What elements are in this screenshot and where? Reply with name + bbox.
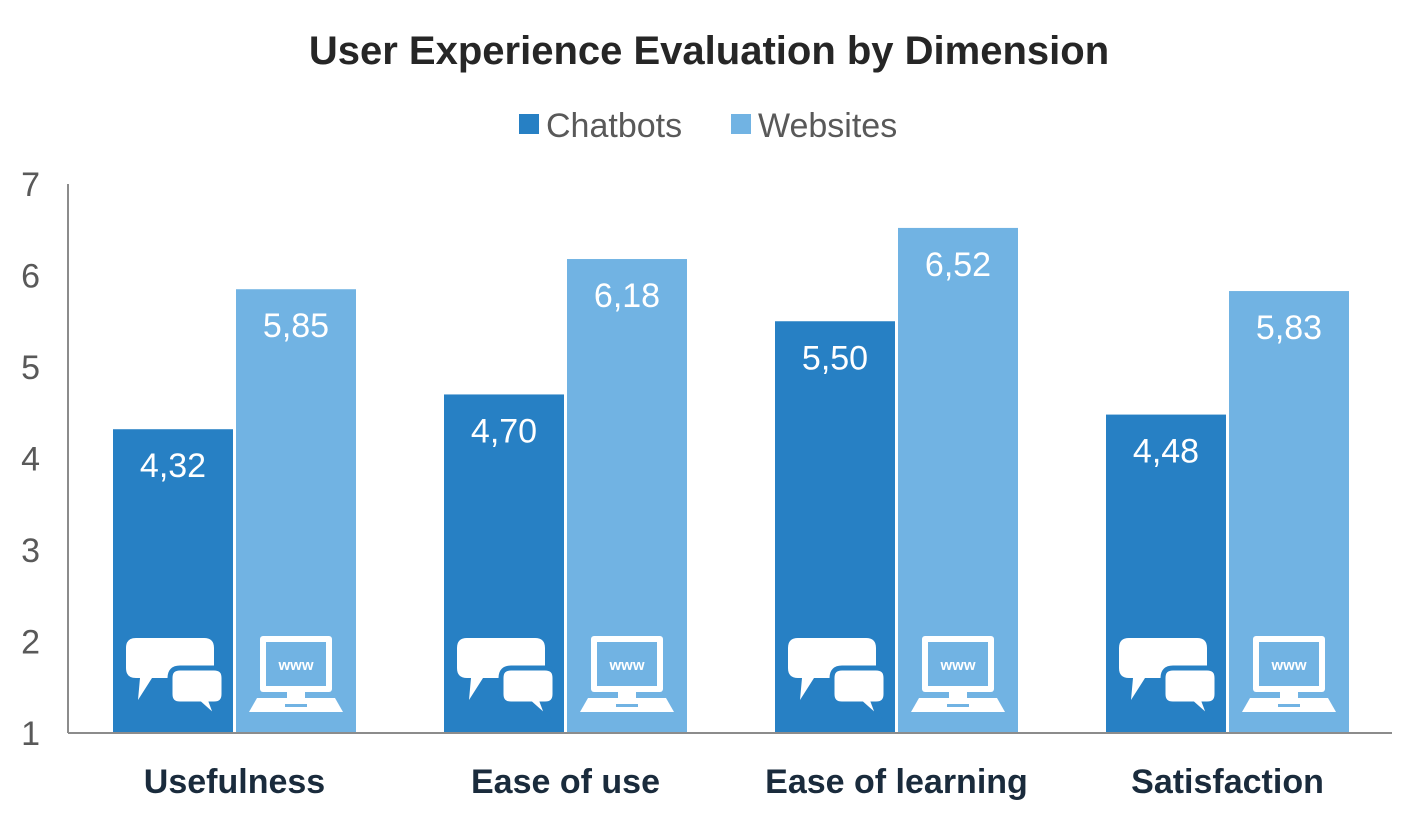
y-tick-label: 3: [21, 532, 40, 570]
www-label: www: [1270, 657, 1306, 674]
keyboard-slot: [1278, 704, 1300, 707]
monitor-stand: [949, 692, 967, 698]
computer-www-icon: www: [249, 636, 343, 712]
bar-value-label: 5,83: [1256, 309, 1322, 347]
monitor-screen: [597, 642, 657, 686]
legend-swatch-websites: [731, 114, 751, 134]
bar-group-websites-1: 6,18 www: [567, 259, 687, 733]
bar-group-websites-0: 5,85 www: [236, 289, 356, 733]
bar-value-label: 5,50: [802, 339, 868, 377]
bar-value-label: 4,70: [471, 412, 537, 450]
bar-group-chatbots-0: 4,32: [113, 429, 233, 733]
monitor-stand: [1280, 692, 1298, 698]
bar-group-chatbots-1: 4,70: [444, 394, 564, 733]
chat-bubble-front: [498, 665, 558, 722]
bar-value-label: 4,48: [1133, 433, 1199, 471]
x-tick-label: Ease of use: [471, 763, 660, 801]
chart-title: User Experience Evaluation by Dimension: [309, 29, 1109, 73]
legend-label-chatbots: Chatbots: [546, 107, 682, 145]
chat-bubble-back: [788, 638, 876, 700]
y-tick-label: 5: [21, 349, 40, 387]
legend-swatch-chatbots: [519, 114, 539, 134]
www-label: www: [939, 657, 975, 674]
chat-bubbles-icon: [788, 638, 889, 722]
y-tick-label: 7: [21, 166, 40, 204]
y-tick-label: 2: [21, 624, 40, 662]
bar-group-chatbots-2: 5,50: [775, 321, 895, 733]
keyboard-slot: [285, 704, 307, 707]
y-axis: 1 2 3 4 5 6 7: [21, 166, 69, 753]
bar-group-chatbots-3: 4,48: [1106, 414, 1226, 733]
bar-value-label: 5,85: [263, 307, 329, 345]
chat-bubbles-icon: [126, 638, 227, 722]
computer-www-icon: www: [580, 636, 674, 712]
chat-bubble-front: [829, 665, 889, 722]
x-tick-label: Satisfaction: [1131, 763, 1324, 801]
monitor-screen: [266, 642, 326, 686]
chat-bubble-back: [1119, 638, 1207, 700]
chat-bubbles-icon: [457, 638, 558, 722]
legend-label-websites: Websites: [758, 107, 897, 145]
x-axis: Usefulness Ease of use Ease of learning Sat…: [68, 732, 1392, 801]
monitor-screen: [1259, 642, 1319, 686]
chat-bubble-front: [1160, 665, 1220, 722]
bar-group-websites-3: 5,83 www: [1229, 291, 1349, 733]
computer-www-icon: www: [1242, 636, 1336, 712]
monitor-screen: [928, 642, 988, 686]
keyboard-slot: [616, 704, 638, 707]
y-tick-label: 1: [21, 715, 40, 753]
bar-value-label: 4,32: [140, 447, 206, 485]
chat-bubble-front: [167, 665, 227, 722]
legend: Chatbots Websites: [519, 107, 897, 145]
y-tick-label: 6: [21, 258, 40, 296]
y-tick-label: 4: [21, 441, 40, 479]
chat-bubble-back: [457, 638, 545, 700]
bar-value-label: 6,52: [925, 246, 991, 284]
bar-group-websites-2: 6,52 www: [898, 227, 1018, 734]
bar-value-label: 6,18: [594, 277, 660, 315]
keyboard-slot: [947, 704, 969, 707]
x-tick-label: Ease of learning: [765, 763, 1028, 801]
chat-bubble-back: [126, 638, 214, 700]
bars: 4,32 5,85 www 4,70 6,18 www 5,50 6,52 www 4,48 5,8…: [113, 227, 1349, 734]
computer-www-icon: www: [911, 636, 1005, 712]
chat-bubbles-icon: [1119, 638, 1220, 722]
monitor-stand: [618, 692, 636, 698]
x-tick-label: Usefulness: [144, 763, 325, 801]
monitor-stand: [287, 692, 305, 698]
www-label: www: [277, 657, 313, 674]
www-label: www: [608, 657, 644, 674]
